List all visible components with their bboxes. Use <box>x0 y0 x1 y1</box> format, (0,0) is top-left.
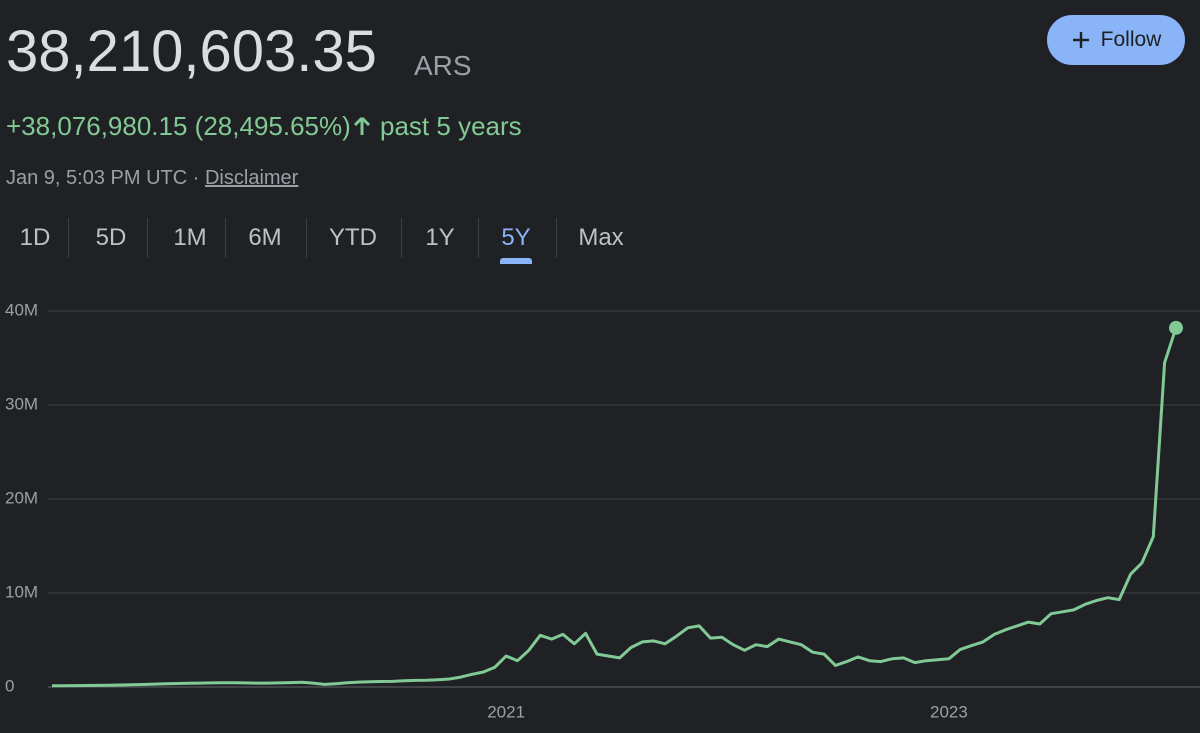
tab-indicator <box>500 258 532 264</box>
y-tick-label: 20M <box>5 488 38 507</box>
tab-separator <box>401 218 402 258</box>
range-tab[interactable]: 1D <box>19 224 51 251</box>
range-tab[interactable]: 6M <box>248 224 282 251</box>
end-dot <box>1169 320 1183 335</box>
range-tab[interactable]: 1Y <box>425 224 455 251</box>
range-tab[interactable]: 5Y <box>501 224 531 251</box>
tab-separator <box>147 218 148 258</box>
range-tab[interactable]: YTD <box>329 224 377 251</box>
y-tick-label: 10M <box>5 582 38 601</box>
tab-separator <box>225 218 226 258</box>
x-tick-label: 2023 <box>930 702 968 721</box>
change-period: past 5 years <box>380 111 522 141</box>
follow-button[interactable]: Follow <box>1047 15 1185 65</box>
tab-separator <box>478 218 479 258</box>
currency: ARS <box>414 50 472 81</box>
timestamp: Jan 9, 5:03 PM UTC <box>6 167 188 189</box>
y-tick-label: 40M <box>5 300 38 319</box>
timestamp-row: Jan 9, 5:03 PM UTC · Disclaimer <box>6 167 298 190</box>
separator: · <box>192 167 200 189</box>
tab-separator <box>556 218 557 258</box>
tab-separator <box>306 218 307 258</box>
range-tab[interactable]: 5D <box>95 224 127 251</box>
y-tick-label: 0 <box>5 676 14 695</box>
change-value: +38,076,980.15 (28,495.65%) <box>6 111 351 141</box>
range-tab[interactable]: 1M <box>173 224 207 251</box>
follow-label: Follow <box>1100 28 1162 51</box>
range-tab[interactable]: Max <box>578 224 624 251</box>
tab-separator <box>68 218 69 258</box>
y-tick-label: 30M <box>5 394 38 413</box>
price-line <box>52 327 1178 688</box>
disclaimer-link[interactable]: Disclaimer <box>204 167 299 189</box>
plus-icon <box>1072 32 1089 48</box>
price: 38,210,603.35 <box>6 19 377 84</box>
x-tick-label: 2021 <box>487 702 525 721</box>
up-arrow <box>353 116 370 135</box>
change: +38,076,980.15 (28,495.65%) past 5 years <box>6 111 522 142</box>
